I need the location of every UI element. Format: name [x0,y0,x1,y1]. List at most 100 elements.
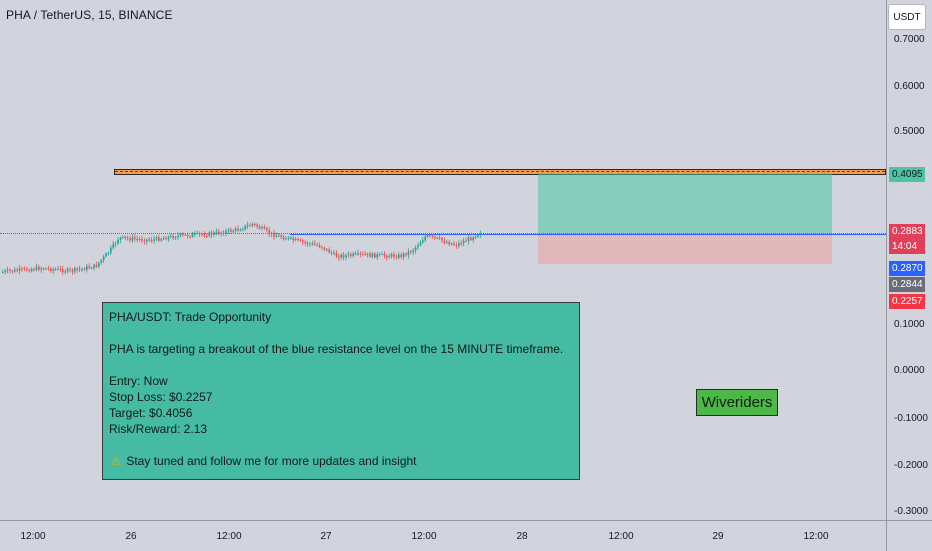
candle-body [172,235,175,239]
candle-body [376,254,379,258]
candle-body [412,250,415,253]
candle-body [78,269,81,271]
candle-body [450,243,453,245]
candle-body [21,268,23,270]
candle-body [347,254,350,256]
candle-body [405,253,407,256]
countdown-tag: 14:04 [889,239,925,254]
candle-body [280,235,283,238]
candle-body [314,243,316,245]
candle-body [321,246,323,248]
candle-body [268,230,271,234]
symbol-title[interactable]: PHA / TetherUS, 15, BINANCE [6,8,173,22]
candle-body [297,238,299,240]
candle-body [422,240,424,243]
candle-body [124,236,127,238]
candle-body [52,269,55,271]
entry-line[interactable] [290,234,886,235]
price-axis-label: -0.3000 [894,506,928,517]
price-axis-label: 0.1000 [894,319,925,330]
candle-body [227,229,230,231]
info-risk-reward: Risk/Reward: 2.13 [109,422,208,436]
candle-body [266,228,268,231]
candle-body [316,244,319,246]
entry-price-tag: 0.2870 [889,261,925,276]
candle-body [254,223,256,225]
candle-body [472,237,475,240]
candle-body [162,238,165,240]
candle-body [460,243,463,245]
candle-body [129,238,131,241]
candle-body [431,236,434,238]
stop-price-tag: 0.2257 [889,294,925,309]
price-axis-label: -0.2000 [894,460,928,471]
candle-body [208,232,211,237]
candle-body [23,268,26,270]
candle-body [381,253,383,255]
candle-body [304,242,307,244]
candle-body [45,268,47,270]
candle-body [333,252,335,254]
candle-body [383,253,386,256]
candle-body [86,266,88,270]
loss-zone[interactable] [538,234,832,264]
candle-body [95,264,98,267]
candle-body [352,253,355,256]
candle-body [244,225,247,230]
candle-body [345,255,347,258]
time-tick: 12:00 [20,531,46,542]
candle-body [242,229,244,231]
candle-body [441,238,443,241]
candle-body [35,266,38,270]
candle-body [198,232,201,235]
price-axis-label: -0.1000 [894,413,928,424]
candle-body [258,226,261,229]
candle-body [42,268,45,270]
candle-body [76,268,79,270]
candle-body [102,256,105,261]
candle-body [59,268,62,270]
candlestick-series [2,221,482,276]
candle-body [290,237,292,239]
candle-body [275,235,278,237]
candle-body [117,239,119,244]
profit-zone[interactable] [538,173,832,234]
candle-body [263,227,266,229]
candle-body [74,268,76,272]
candle-body [194,233,196,235]
candle-body [294,238,297,241]
candle-body [146,239,148,242]
candle-body [220,232,223,234]
candle-body [83,268,86,270]
chart-area[interactable]: PHA / TetherUS, 15, BINANCE PHA/USDT: Tr… [0,0,886,520]
candle-body [448,242,451,245]
info-note-row: ⚠ Stay tuned and follow me for more upda… [109,453,573,469]
candle-body [189,236,191,238]
time-tick: 12:00 [216,531,242,542]
candle-body [153,239,155,241]
candle-body [81,268,83,270]
time-tick: 27 [320,531,332,542]
candle-body [326,249,328,251]
warning-icon: ⚠ [110,454,122,468]
resistance-zone[interactable] [114,169,886,175]
candle-body [364,254,367,256]
currency-button[interactable]: USDT [888,4,926,30]
candle-body [249,225,251,227]
candle-body [282,237,285,240]
candle-body [112,243,115,248]
candle-body [455,244,458,246]
candle-body [474,236,477,238]
time-axis[interactable] [0,520,886,551]
candle-body [374,253,376,258]
candle-body [201,234,203,236]
candle-body [256,224,259,227]
candle-body [71,269,74,272]
trade-info-box[interactable]: PHA/USDT: Trade Opportunity PHA is targe… [102,302,580,480]
candle-body [57,268,59,270]
price-axis-label: 0.6000 [894,81,925,92]
price-axis[interactable] [886,0,932,520]
candle-body [16,269,19,271]
candle-body [141,238,143,241]
brand-label[interactable]: Wiveriders [696,389,778,416]
